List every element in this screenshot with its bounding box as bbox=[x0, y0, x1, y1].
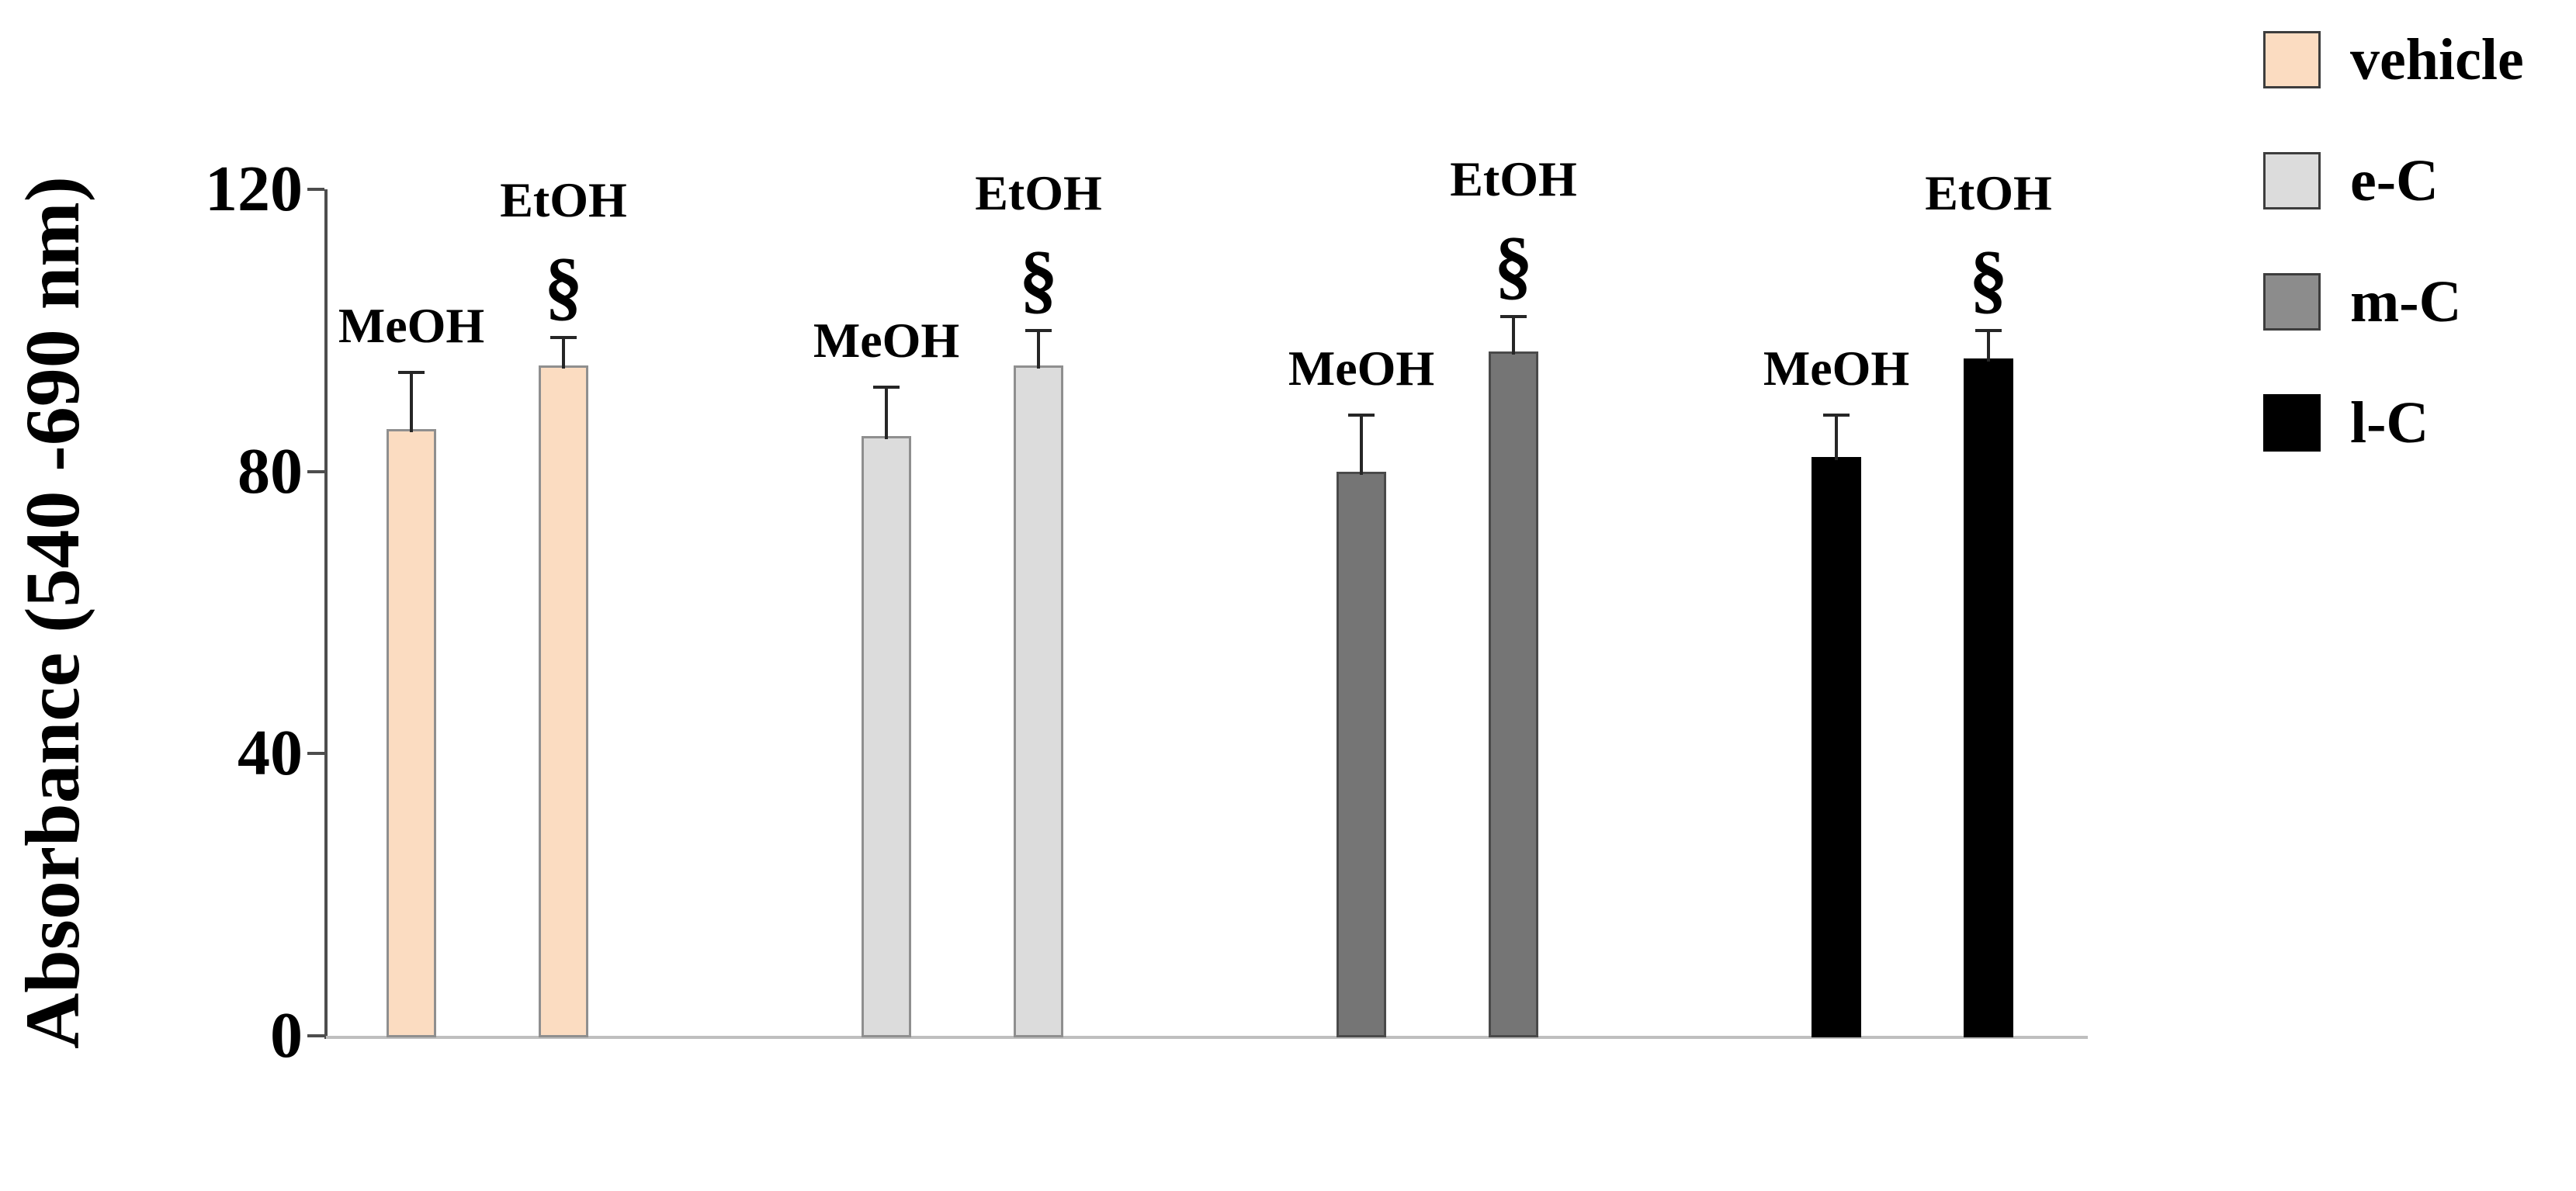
x-axis-line bbox=[326, 1036, 2088, 1039]
bar-label-MeOH: MeOH bbox=[1763, 340, 1910, 396]
bar-l-C-EtOH bbox=[1964, 358, 2013, 1037]
error-cap-vehicle-MeOH bbox=[398, 371, 425, 375]
legend-swatch-m-C bbox=[2263, 273, 2321, 331]
legend-swatch-vehicle bbox=[2263, 31, 2321, 88]
y-axis-title: Absorbance (540 -690 nm) bbox=[9, 176, 95, 1050]
error-cap-l-C-EtOH bbox=[1975, 328, 2002, 332]
error-bar-vehicle-MeOH bbox=[410, 372, 413, 433]
y-tick-mark bbox=[307, 752, 324, 756]
significance-symbol: § bbox=[544, 241, 583, 328]
bar-m-C-MeOH bbox=[1337, 471, 1386, 1037]
error-cap-e-C-MeOH bbox=[873, 385, 900, 389]
y-tick-label: 120 bbox=[205, 153, 303, 225]
legend-item-e-C: e-C bbox=[2263, 144, 2574, 217]
error-cap-m-C-EtOH bbox=[1500, 314, 1527, 318]
y-tick-label: 80 bbox=[237, 435, 303, 507]
bar-e-C-MeOH bbox=[862, 436, 911, 1037]
bar-m-C-EtOH bbox=[1489, 351, 1538, 1037]
y-axis-line bbox=[324, 189, 328, 1039]
bar-l-C-MeOH bbox=[1812, 457, 1861, 1037]
bar-label-EtOH: EtOH bbox=[1450, 151, 1577, 206]
bar-label-EtOH: EtOH bbox=[1925, 164, 2052, 220]
bar-label-MeOH: MeOH bbox=[1288, 340, 1435, 396]
error-bar-e-C-MeOH bbox=[885, 386, 888, 440]
bar-vehicle-MeOH bbox=[387, 429, 436, 1037]
bar-e-C-EtOH bbox=[1014, 365, 1063, 1037]
legend-label-m-C: m-C bbox=[2350, 269, 2462, 334]
legend-item-m-C: m-C bbox=[2263, 265, 2574, 338]
y-tick-mark bbox=[307, 1034, 324, 1037]
bar-label-MeOH: MeOH bbox=[338, 298, 485, 354]
y-tick-mark bbox=[307, 188, 324, 191]
error-bar-m-C-MeOH bbox=[1360, 414, 1363, 475]
error-cap-e-C-EtOH bbox=[1025, 328, 1052, 332]
bar-label-EtOH: EtOH bbox=[500, 171, 627, 227]
error-bar-l-C-MeOH bbox=[1835, 414, 1838, 461]
error-bar-vehicle-EtOH bbox=[562, 337, 565, 369]
legend-item-l-C: l-C bbox=[2263, 386, 2574, 459]
legend-label-l-C: l-C bbox=[2350, 390, 2429, 455]
significance-symbol: § bbox=[1494, 220, 1533, 307]
error-bar-e-C-EtOH bbox=[1037, 330, 1040, 369]
y-tick-mark bbox=[307, 469, 324, 473]
error-bar-m-C-EtOH bbox=[1512, 316, 1515, 355]
legend-swatch-l-C bbox=[2263, 394, 2321, 452]
legend-label-e-C: e-C bbox=[2350, 148, 2439, 213]
error-bar-l-C-EtOH bbox=[1987, 330, 1990, 362]
significance-symbol: § bbox=[1969, 234, 2008, 321]
legend-item-vehicle: vehicle bbox=[2263, 23, 2574, 96]
error-cap-vehicle-EtOH bbox=[550, 335, 577, 339]
y-tick-label: 0 bbox=[270, 999, 303, 1072]
legend-swatch-e-C bbox=[2263, 152, 2321, 209]
y-tick-label: 40 bbox=[237, 717, 303, 790]
significance-symbol: § bbox=[1019, 234, 1058, 321]
legend: vehicle e-C m-C l-C bbox=[2263, 23, 2574, 520]
bar-label-EtOH: EtOH bbox=[975, 164, 1102, 220]
error-cap-l-C-MeOH bbox=[1823, 413, 1850, 417]
bar-label-MeOH: MeOH bbox=[813, 312, 960, 368]
legend-label-vehicle: vehicle bbox=[2350, 27, 2524, 92]
bar-vehicle-EtOH bbox=[539, 365, 588, 1037]
error-cap-m-C-MeOH bbox=[1348, 413, 1375, 417]
